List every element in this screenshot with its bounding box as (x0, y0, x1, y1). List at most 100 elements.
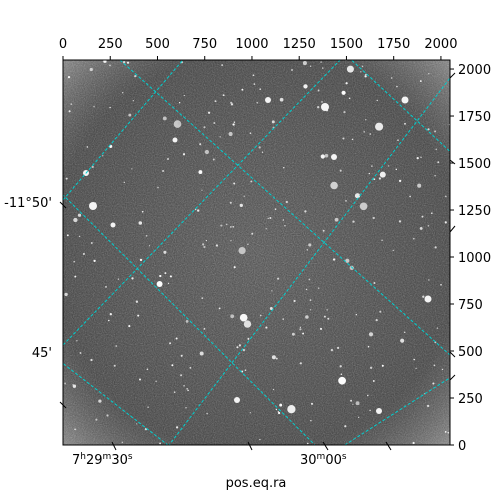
star (215, 244, 219, 247)
star (440, 284, 442, 286)
star (135, 300, 139, 303)
star (398, 179, 402, 183)
star (212, 158, 215, 161)
star (128, 113, 132, 117)
star (319, 327, 323, 330)
star (339, 169, 342, 172)
star (360, 71, 362, 73)
star (321, 101, 323, 103)
star (305, 288, 308, 291)
ra-label-1: 7h29m30s (72, 452, 133, 468)
star (271, 355, 276, 360)
star (412, 237, 415, 240)
star (381, 239, 383, 242)
star (148, 245, 151, 247)
star (134, 74, 137, 78)
bright-star (401, 96, 409, 104)
star (238, 344, 241, 347)
star (70, 103, 73, 105)
star (375, 318, 378, 322)
star (430, 212, 433, 215)
star (433, 364, 436, 367)
coordinate-grid (63, 60, 450, 445)
grid-line (343, 377, 450, 445)
star (265, 228, 267, 230)
star (369, 366, 373, 369)
right-axis: 0 250 500 750 1000 1250 1500 1750 2000 (450, 63, 491, 454)
star (349, 265, 354, 271)
top-tick-label: 1250 (283, 37, 316, 52)
star (398, 220, 402, 223)
star (419, 226, 423, 230)
star (169, 342, 172, 345)
top-tick-label: 2000 (424, 37, 457, 52)
star (251, 232, 254, 235)
star (218, 307, 221, 310)
right-tick-label: 1000 (458, 251, 491, 266)
star (279, 97, 284, 102)
star (197, 209, 200, 212)
star (228, 131, 233, 137)
star (187, 389, 189, 392)
star (324, 153, 329, 158)
star (340, 373, 343, 375)
star (104, 285, 108, 288)
star (156, 281, 163, 287)
star (330, 348, 334, 352)
x-axis-label: pos.eq.ra (226, 476, 287, 491)
right-world-ticks (449, 72, 456, 381)
star (373, 282, 376, 284)
star (164, 272, 167, 275)
star (74, 428, 76, 431)
star (269, 216, 272, 220)
bright-star (376, 408, 382, 414)
star (267, 217, 269, 220)
star (199, 351, 204, 356)
grid-line (168, 77, 450, 445)
star (310, 420, 312, 422)
star (109, 313, 112, 316)
star (213, 122, 216, 124)
ra-label-2: 30m00s (300, 452, 347, 468)
star (422, 295, 425, 298)
dec-label-2: 45' (32, 346, 52, 361)
bright-star (424, 295, 432, 303)
star (271, 290, 273, 292)
star (326, 309, 328, 311)
bright-star (172, 137, 178, 143)
top-tick-label: 1500 (330, 37, 363, 52)
star (66, 234, 69, 237)
top-tick-label: 0 (59, 37, 67, 52)
star (162, 116, 167, 121)
star (68, 110, 71, 113)
grid-line (119, 60, 450, 356)
star (396, 85, 398, 88)
star (252, 74, 255, 77)
star (285, 200, 288, 204)
bright-star (331, 154, 337, 160)
star (203, 328, 206, 330)
star (183, 94, 185, 97)
star (275, 357, 278, 360)
star (427, 224, 430, 227)
star (282, 219, 284, 221)
star (400, 338, 405, 343)
star (392, 249, 394, 252)
star (177, 121, 181, 125)
star (199, 143, 202, 146)
star (185, 319, 189, 323)
star (375, 122, 384, 131)
star (233, 121, 236, 123)
star (409, 195, 411, 198)
star (183, 385, 185, 387)
star (173, 391, 176, 394)
star (214, 100, 217, 103)
star (182, 153, 186, 156)
star (322, 229, 325, 232)
star (352, 403, 354, 405)
star (304, 210, 307, 213)
star (310, 402, 314, 405)
star (378, 177, 382, 180)
star (342, 137, 345, 140)
star (275, 408, 278, 411)
